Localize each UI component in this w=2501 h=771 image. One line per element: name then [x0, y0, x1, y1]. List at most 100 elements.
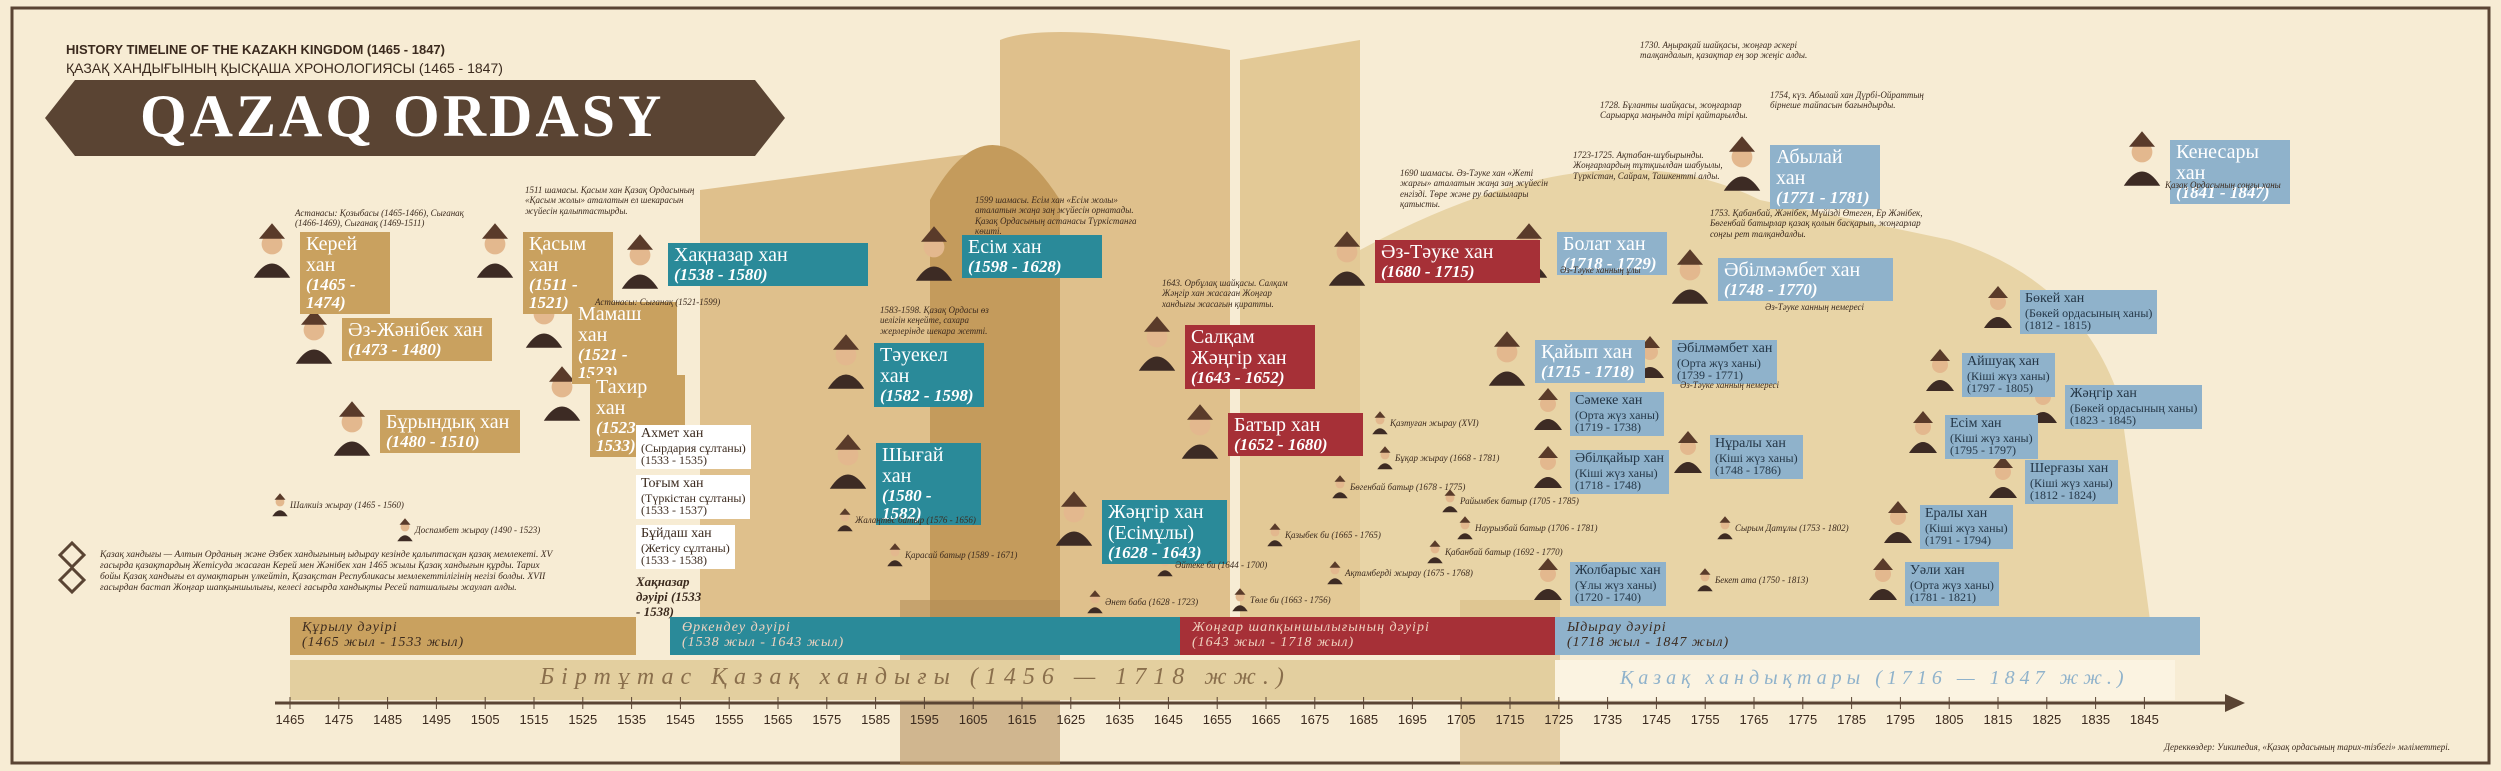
sultan-box: Тоғым хан (Түркістан сұлтаны) (1533 - 1537…	[636, 475, 751, 519]
khan-box: Әбілмәмбет хан (1748 - 1770)	[1718, 258, 1893, 301]
note: Қазақ Ордасының соңғы ханы	[2165, 180, 2281, 190]
khan-name: Қайып хан	[1541, 341, 1633, 363]
portrait	[1909, 442, 1937, 453]
portrait	[1379, 446, 1391, 453]
era-bar: Жоңғар шапқыншылығының дәуірі (1643 жыл -…	[1180, 617, 1555, 655]
khan-name: Тахир хан	[596, 376, 648, 419]
note: Астанасы: Қозыбасы (1465-1466), Сығанақ …	[295, 208, 464, 229]
portrait	[1677, 249, 1703, 265]
note: Әз-Тәуке ханның немересі	[1680, 380, 1779, 390]
portrait	[1873, 558, 1893, 570]
sub-khan-years: (1781 - 1821)	[1910, 590, 1976, 605]
sub-khan-years: (1720 - 1740)	[1575, 590, 1641, 605]
portrait	[1372, 428, 1388, 435]
tick-label: 1565	[763, 712, 793, 727]
khan-name: Кенесары хан	[2176, 141, 2259, 184]
tick-label: 1535	[617, 712, 647, 727]
sub-khan-title: (Кіші жүз ханы)	[1715, 450, 1798, 465]
portrait	[1888, 501, 1908, 513]
portrait	[543, 406, 581, 421]
sultan-years: (1533 - 1538)	[641, 553, 707, 568]
portrait	[1267, 540, 1283, 547]
sub-khan-years: (1719 - 1738)	[1575, 420, 1641, 435]
sub-khan-years: (1739 - 1771)	[1677, 368, 1743, 383]
khan-name: Керей хан	[306, 233, 358, 276]
portrait	[1329, 561, 1341, 568]
khan-years: (1521 - 1523)	[578, 345, 628, 382]
portrait	[1063, 501, 1085, 523]
khan-box: Хақназар хан (1538 - 1580)	[668, 243, 868, 286]
sultan-name: Тоғым хан	[641, 476, 704, 491]
title: QAZAQ ORDASY	[140, 83, 665, 149]
sub-khan-name: Әбілмәмбет хан	[1677, 341, 1773, 356]
figure-label: Сырым Датұлы (1753 - 1802)	[1735, 523, 1849, 533]
khan-box: Батыр хан (1652 - 1680)	[1228, 413, 1363, 456]
khan-name: Абылай хан	[1776, 146, 1843, 189]
portrait	[1534, 589, 1562, 600]
portrait	[1232, 605, 1248, 612]
portrait	[1913, 411, 1933, 423]
portrait	[549, 366, 575, 382]
sub-khan-name: Нұралы хан	[1715, 436, 1786, 451]
sub-khan-box: Әбілмәмбет хан (Орта жүз ханы) (1739 - 177…	[1672, 340, 1778, 384]
khan-years: (1523 - 1533)	[596, 418, 646, 455]
tick-label: 1745	[1641, 712, 1671, 727]
portrait	[2123, 171, 2161, 186]
portrait	[627, 234, 653, 250]
tick-label: 1715	[1495, 712, 1525, 727]
portrait	[621, 274, 659, 289]
portrait	[397, 535, 413, 542]
portrait	[1869, 589, 1897, 600]
note: 1728. Бұланты шайқасы, жоңғарлар Сарыарқ…	[1600, 100, 1748, 121]
portrait	[482, 223, 508, 239]
portrait	[1717, 533, 1733, 540]
portrait	[887, 560, 903, 567]
figure-label: Қабанбай батыр (1692 - 1770)	[1445, 547, 1563, 557]
sub-khan-title: (Ұлы жүз ханы)	[1575, 577, 1657, 592]
khan-box: Жәңгір хан (Есімұлы) (1628 - 1643)	[1102, 500, 1227, 564]
portrait	[1538, 558, 1558, 570]
tick-label: 1765	[1739, 712, 1769, 727]
note: Астанасы: Сығанақ (1521-1599)	[595, 297, 721, 307]
sub-khan-years: (1812 - 1824)	[2030, 488, 2096, 503]
tick-label: 1735	[1593, 712, 1623, 727]
khan-years: (1680 - 1715)	[1381, 262, 1475, 281]
figure-label: Жалаңтөс батыр (1576 - 1656)	[855, 515, 976, 525]
tick-label: 1585	[861, 712, 891, 727]
tick-label: 1595	[909, 712, 939, 727]
portrait	[1697, 585, 1713, 592]
sub-khan-box: Нұралы хан (Кіші жүз ханы) (1748 - 1786)	[1710, 435, 1803, 479]
khan-box: Керей хан (1465 - 1474)	[300, 232, 390, 314]
portrait	[915, 266, 953, 281]
khan-years: (1748 - 1770)	[1724, 280, 1818, 299]
khan-years: (1511 - 1521)	[529, 275, 578, 312]
portrait	[839, 508, 851, 515]
sub-khan-title: (Бөкей ордасының ханы)	[2070, 400, 2198, 415]
portrait	[827, 374, 865, 389]
portrait	[1377, 463, 1393, 470]
portrait	[1429, 540, 1441, 547]
khan-box: Тәуекел хан (1582 - 1598)	[874, 343, 984, 407]
sub-khan-name: Уәли хан	[1910, 563, 1965, 578]
sub-khan-years: (1795 - 1797)	[1950, 443, 2016, 458]
note: 1723-1725. Ақтабан-шұбырынды. Жоңғарлард…	[1573, 150, 1723, 181]
era-years: (1538 жыл - 1643 жыл)	[682, 635, 845, 651]
tick-label: 1815	[1983, 712, 2013, 727]
sub-khan-box: Әбілқайыр хан (Кіші жүз ханы) (1718 - 1748…	[1570, 450, 1670, 494]
khan-years: (1841 - 1847)	[2176, 183, 2270, 202]
khan-name: Есім хан	[968, 236, 1042, 258]
sub-khan-box: Жолбарыс хан (Ұлы жүз ханы) (1720 - 1740)	[1570, 562, 1666, 606]
sub-khan-name: Жәңгір хан	[2070, 386, 2137, 401]
khan-name: Бұрындық хан	[386, 411, 510, 433]
note: 1583-1598. Қазақ Ордасы өз иелігін кеңей…	[880, 305, 989, 336]
tick-label: 1475	[324, 712, 354, 727]
note: 1753. Қабанбай, Жәнібек, Мүйізді Өтеген,…	[1710, 208, 1923, 239]
era-name: Жоңғар шапқыншылығының дәуірі	[1192, 620, 1430, 635]
sub-khan-years: (1823 - 1845)	[2070, 413, 2136, 428]
khan-years: (1718 - 1729)	[1563, 254, 1657, 273]
portrait	[1328, 271, 1366, 286]
sultan-years: (1533 - 1537)	[641, 503, 707, 518]
sub-khan-box: Жәңгір хан (Бөкей ордасының ханы) (1823 - …	[2065, 385, 2203, 429]
portrait	[274, 493, 286, 500]
era-years: (1643 жыл - 1718 жыл)	[1192, 635, 1355, 651]
